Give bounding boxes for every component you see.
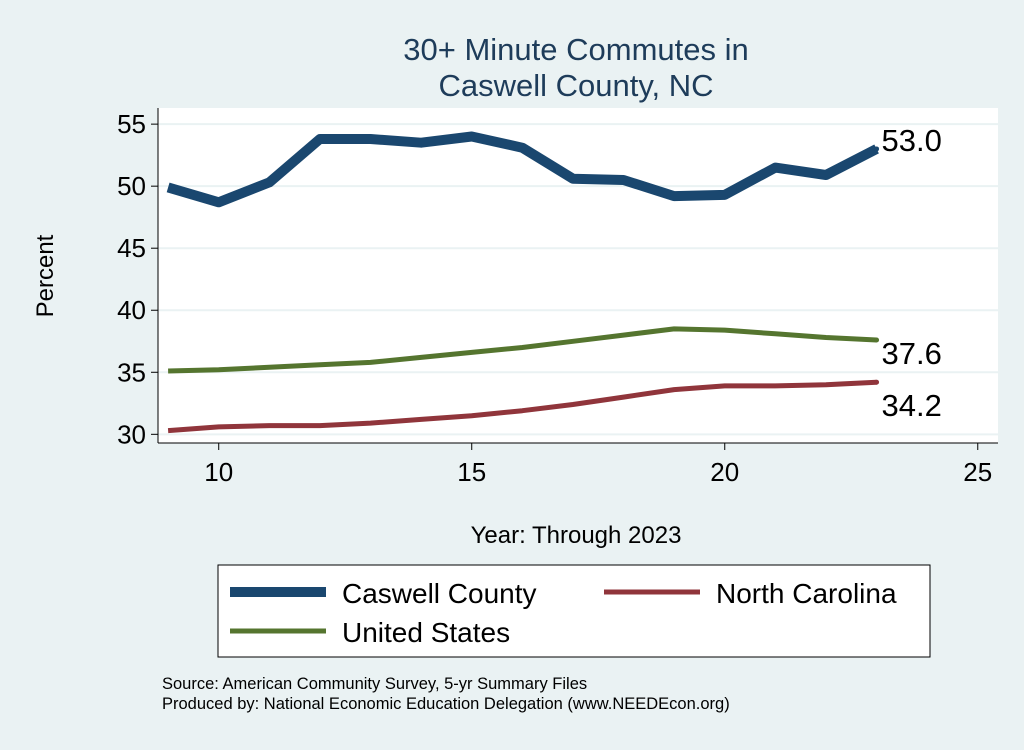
x-tick-label: 20: [710, 457, 739, 487]
series-line-caswell: [166, 131, 879, 208]
y-tick-label: 35: [117, 357, 146, 387]
end-label-us: 37.6: [882, 336, 942, 371]
end-marker-us: [874, 337, 880, 343]
end-label-caswell: 53.0: [882, 123, 942, 158]
end-marker-caswell: [874, 146, 880, 152]
x-tick-label: 10: [204, 457, 233, 487]
end-label-nc: 34.2: [882, 388, 942, 423]
legend-label-us: United States: [342, 617, 510, 648]
y-axis-label: Percent: [32, 234, 59, 317]
source-note: Source: American Community Survey, 5-yr …: [162, 675, 587, 693]
chart-title-line1: 30+ Minute Commutes in: [403, 32, 748, 67]
y-tick-label: 40: [117, 295, 146, 325]
producer-note: Produced by: National Economic Education…: [162, 695, 730, 713]
series-line-us: [168, 326, 877, 374]
x-axis-label: Year: Through 2023: [471, 522, 682, 549]
legend-label-nc: North Carolina: [716, 578, 897, 609]
x-tick-label: 15: [457, 457, 486, 487]
x-tick-label: 25: [963, 457, 992, 487]
plot-area: [158, 108, 998, 443]
end-marker-nc: [874, 379, 880, 385]
y-tick-label: 50: [117, 171, 146, 201]
y-tick-label: 55: [117, 109, 146, 139]
y-tick-label: 30: [117, 419, 146, 449]
legend-label-caswell: Caswell County: [342, 578, 537, 609]
y-tick-label: 45: [117, 233, 146, 263]
legend: Caswell County North Carolina United Sta…: [217, 564, 931, 658]
series-line-nc: [167, 379, 877, 434]
chart-title-line2: Caswell County, NC: [438, 68, 713, 103]
